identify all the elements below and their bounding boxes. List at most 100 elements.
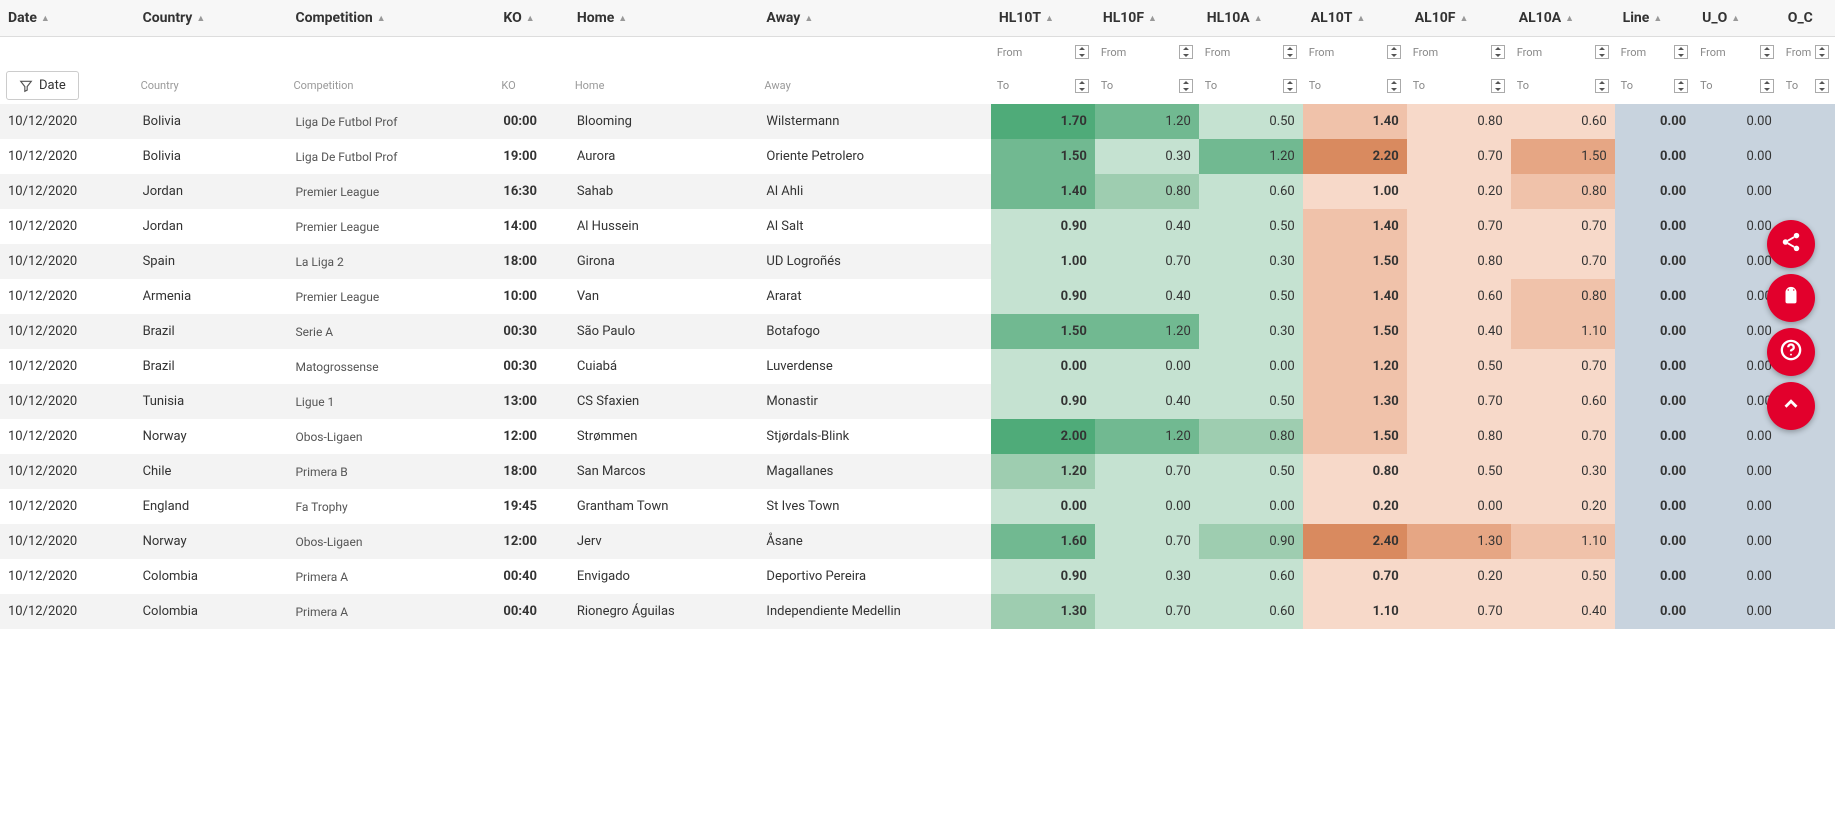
cell-al10a: 0.60 bbox=[1511, 384, 1615, 419]
table-row[interactable]: 10/12/2020BoliviaLiga De Futbol Prof19:0… bbox=[0, 139, 1835, 174]
filter-to-line: To bbox=[1615, 67, 1695, 104]
cell-country: Brazil bbox=[135, 314, 288, 349]
cell-al10f: 0.50 bbox=[1407, 454, 1511, 489]
number-spinner[interactable] bbox=[1179, 45, 1193, 59]
header-oc[interactable]: O_C bbox=[1780, 0, 1835, 37]
cell-hl10f: 0.70 bbox=[1095, 594, 1199, 629]
table-row[interactable]: 10/12/2020NorwayObos-Ligaen12:00Strømmen… bbox=[0, 419, 1835, 454]
cell-line: 0.00 bbox=[1615, 349, 1695, 384]
cell-oc bbox=[1780, 454, 1835, 489]
number-spinner[interactable] bbox=[1595, 45, 1609, 59]
header-uo[interactable]: U_O▲ bbox=[1694, 0, 1780, 37]
number-spinner[interactable] bbox=[1491, 79, 1505, 93]
number-spinner[interactable] bbox=[1179, 79, 1193, 93]
fab-help[interactable] bbox=[1767, 328, 1815, 376]
number-spinner[interactable] bbox=[1283, 45, 1297, 59]
cell-line: 0.00 bbox=[1615, 524, 1695, 559]
cell-date: 10/12/2020 bbox=[0, 489, 135, 524]
number-spinner[interactable] bbox=[1674, 79, 1688, 93]
table-row[interactable]: 10/12/2020ChilePrimera B18:00San MarcosM… bbox=[0, 454, 1835, 489]
cell-date: 10/12/2020 bbox=[0, 314, 135, 349]
header-hl10f[interactable]: HL10F▲ bbox=[1095, 0, 1199, 37]
cell-al10a: 1.50 bbox=[1511, 139, 1615, 174]
filter-placeholder-country[interactable]: Country bbox=[141, 79, 179, 92]
fab-android[interactable] bbox=[1767, 274, 1815, 322]
number-spinner[interactable] bbox=[1760, 45, 1774, 59]
from-label: From bbox=[1621, 46, 1646, 59]
fab-top[interactable] bbox=[1767, 382, 1815, 430]
date-filter-button[interactable]: Date bbox=[6, 71, 79, 100]
filter-to-oc: To bbox=[1780, 67, 1835, 104]
table-row[interactable]: 10/12/2020SpainLa Liga 218:00GironaUD Lo… bbox=[0, 244, 1835, 279]
number-spinner[interactable] bbox=[1387, 79, 1401, 93]
cell-uo: 0.00 bbox=[1694, 489, 1780, 524]
cell-away: Wilstermann bbox=[758, 104, 990, 139]
cell-al10f: 0.70 bbox=[1407, 139, 1511, 174]
cell-al10f: 0.40 bbox=[1407, 314, 1511, 349]
number-spinner[interactable] bbox=[1387, 45, 1401, 59]
table-row[interactable]: 10/12/2020EnglandFa Trophy19:45Grantham … bbox=[0, 489, 1835, 524]
number-spinner[interactable] bbox=[1760, 79, 1774, 93]
table-row[interactable]: 10/12/2020ArmeniaPremier League10:00VanA… bbox=[0, 279, 1835, 314]
fab-share[interactable] bbox=[1767, 220, 1815, 268]
cell-al10f: 0.60 bbox=[1407, 279, 1511, 314]
header-away[interactable]: Away▲ bbox=[758, 0, 990, 37]
cell-home: Al Hussein bbox=[569, 209, 759, 244]
cell-oc bbox=[1780, 524, 1835, 559]
cell-competition: Matogrossense bbox=[287, 349, 495, 384]
number-spinner[interactable] bbox=[1075, 79, 1089, 93]
cell-competition: Liga De Futbol Prof bbox=[287, 139, 495, 174]
cell-oc bbox=[1780, 489, 1835, 524]
filter-placeholder-competition[interactable]: Competition bbox=[293, 79, 353, 92]
header-ko[interactable]: KO▲ bbox=[495, 0, 568, 37]
number-spinner[interactable] bbox=[1674, 45, 1688, 59]
cell-line: 0.00 bbox=[1615, 384, 1695, 419]
table-row[interactable]: 10/12/2020ColombiaPrimera A00:40Envigado… bbox=[0, 559, 1835, 594]
sort-icon: ▲ bbox=[1148, 13, 1157, 24]
cell-line: 0.00 bbox=[1615, 209, 1695, 244]
from-label: From bbox=[1413, 46, 1438, 59]
header-competition[interactable]: Competition▲ bbox=[287, 0, 495, 37]
filter-placeholder-ko[interactable]: KO bbox=[501, 79, 515, 92]
header-al10a[interactable]: AL10A▲ bbox=[1511, 0, 1615, 37]
number-spinner[interactable] bbox=[1075, 45, 1089, 59]
filter-placeholder-home[interactable]: Home bbox=[575, 79, 605, 92]
cell-competition: Premier League bbox=[287, 279, 495, 314]
number-spinner[interactable] bbox=[1815, 45, 1829, 59]
cell-country: Brazil bbox=[135, 349, 288, 384]
header-home[interactable]: Home▲ bbox=[569, 0, 759, 37]
cell-al10f: 1.30 bbox=[1407, 524, 1511, 559]
cell-hl10a: 0.00 bbox=[1199, 349, 1303, 384]
header-al10f[interactable]: AL10F▲ bbox=[1407, 0, 1511, 37]
header-date[interactable]: Date▲ bbox=[0, 0, 135, 37]
sort-icon: ▲ bbox=[41, 13, 50, 24]
table-row[interactable]: 10/12/2020BrazilMatogrossense00:30Cuiabá… bbox=[0, 349, 1835, 384]
filter-placeholder-away[interactable]: Away bbox=[764, 79, 790, 92]
sort-icon: ▲ bbox=[804, 13, 813, 24]
number-spinner[interactable] bbox=[1815, 79, 1829, 93]
cell-competition: Premier League bbox=[287, 174, 495, 209]
table-row[interactable]: 10/12/2020JordanPremier League16:30Sahab… bbox=[0, 174, 1835, 209]
table-row[interactable]: 10/12/2020ColombiaPrimera A00:40Rionegro… bbox=[0, 594, 1835, 629]
cell-home: Jerv bbox=[569, 524, 759, 559]
number-spinner[interactable] bbox=[1283, 79, 1297, 93]
table-row[interactable]: 10/12/2020BrazilSerie A00:30São PauloBot… bbox=[0, 314, 1835, 349]
cell-hl10f: 0.40 bbox=[1095, 209, 1199, 244]
sort-icon: ▲ bbox=[1459, 13, 1468, 24]
cell-date: 10/12/2020 bbox=[0, 594, 135, 629]
header-hl10t[interactable]: HL10T▲ bbox=[991, 0, 1095, 37]
cell-uo: 0.00 bbox=[1694, 314, 1780, 349]
cell-hl10a: 0.30 bbox=[1199, 314, 1303, 349]
number-spinner[interactable] bbox=[1595, 79, 1609, 93]
cell-uo: 0.00 bbox=[1694, 139, 1780, 174]
table-row[interactable]: 10/12/2020NorwayObos-Ligaen12:00JervÅsan… bbox=[0, 524, 1835, 559]
header-al10t[interactable]: AL10T▲ bbox=[1303, 0, 1407, 37]
header-country[interactable]: Country▲ bbox=[135, 0, 288, 37]
table-row[interactable]: 10/12/2020TunisiaLigue 113:00CS SfaxienM… bbox=[0, 384, 1835, 419]
header-hl10a[interactable]: HL10A▲ bbox=[1199, 0, 1303, 37]
table-row[interactable]: 10/12/2020JordanPremier League14:00Al Hu… bbox=[0, 209, 1835, 244]
cell-competition: Primera A bbox=[287, 594, 495, 629]
number-spinner[interactable] bbox=[1491, 45, 1505, 59]
table-row[interactable]: 10/12/2020BoliviaLiga De Futbol Prof00:0… bbox=[0, 104, 1835, 139]
header-line[interactable]: Line▲ bbox=[1615, 0, 1695, 37]
